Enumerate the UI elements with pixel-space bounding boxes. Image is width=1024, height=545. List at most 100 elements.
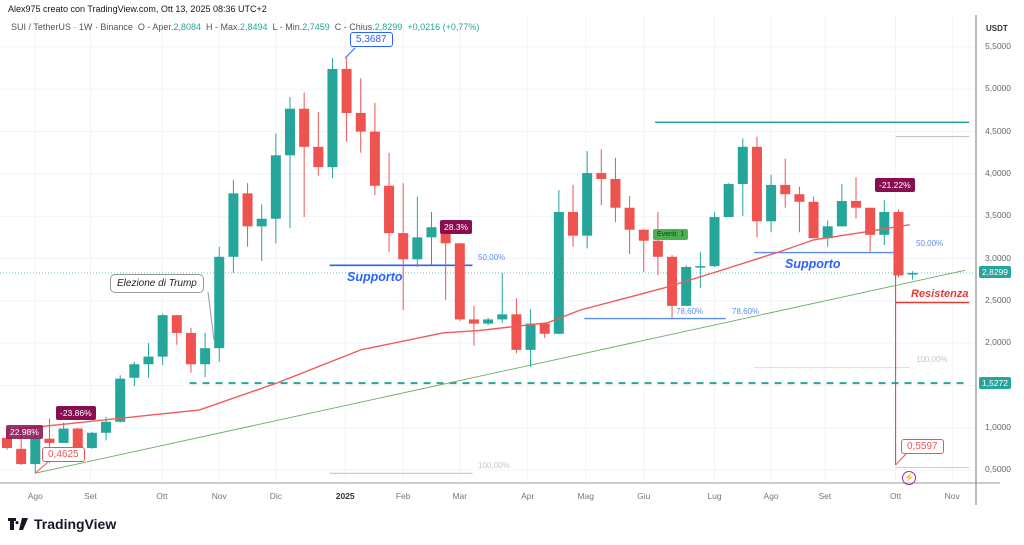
trend-line <box>35 269 966 474</box>
candle-up <box>836 200 847 227</box>
candle-up <box>285 108 295 156</box>
candle-down <box>369 131 380 186</box>
time-tick: 2025 <box>335 491 355 501</box>
close-label: C - Chius. <box>334 22 375 32</box>
low-callout[interactable]: 0,4625 <box>42 447 85 462</box>
time-tick: Ago <box>763 491 779 501</box>
support-label[interactable]: Supporto <box>785 257 841 271</box>
lightning-icon[interactable]: ⚡ <box>902 471 916 485</box>
candle-up <box>101 421 112 433</box>
candle-up <box>157 315 168 357</box>
time-tick: Dic <box>269 491 282 501</box>
support-label[interactable]: Supporto <box>347 270 403 284</box>
chart-credit: Alex975 creato con TradingView.com, Ott … <box>8 4 267 14</box>
price-tick: 5,5000 <box>985 41 1011 51</box>
pct-label-left[interactable]: 22.98% <box>6 425 43 439</box>
candle-up <box>723 184 734 218</box>
price-tick: 1,0000 <box>985 421 1011 432</box>
candle-up <box>270 155 281 219</box>
candle-up <box>766 184 777 222</box>
candle-down <box>610 178 621 208</box>
candle-down <box>751 146 762 222</box>
callout-pointer <box>344 47 356 59</box>
time-tick: Nov <box>211 491 227 501</box>
candle-down <box>299 108 310 147</box>
candle-up <box>58 428 69 443</box>
current-price-tag: 2,8299 <box>979 266 1011 278</box>
drop-callout[interactable]: 0,5597 <box>901 439 944 454</box>
candle-down <box>171 315 182 333</box>
candle-down <box>341 68 352 113</box>
time-tick: Nov <box>944 491 960 501</box>
pct-label-right[interactable]: -21.22% <box>875 178 915 192</box>
price-tick: 4,5000 <box>985 125 1011 136</box>
price-tick: 0,5000 <box>985 464 1011 474</box>
time-tick: Mag <box>577 491 595 501</box>
price-tick: 3,5000 <box>985 210 1011 221</box>
candle-up <box>553 211 564 334</box>
candle-down <box>511 314 522 350</box>
candle-up <box>256 218 267 227</box>
time-tick: Feb <box>395 491 411 501</box>
candle-down <box>440 227 451 244</box>
candle-up <box>86 432 97 449</box>
note-pointer <box>207 291 215 341</box>
candle-down <box>652 240 663 257</box>
tradingview-logo-icon <box>8 518 28 530</box>
candle-up <box>681 266 692 306</box>
candle-up <box>582 173 593 236</box>
low-value: 2,7459 <box>302 22 330 32</box>
change-value: +0,0216 (+0,77%) <box>407 22 480 32</box>
candle-up <box>737 146 748 185</box>
high-value: 2,8494 <box>240 22 268 32</box>
candle-up <box>129 364 140 378</box>
candle-up <box>822 226 833 239</box>
candle-up <box>907 272 918 275</box>
moving-average-line <box>6 223 910 431</box>
candle-down <box>16 448 27 465</box>
events-badge[interactable]: Eventi: 1 <box>653 229 689 240</box>
pct-label-mid[interactable]: -23.86% <box>56 406 96 420</box>
candle-up <box>497 314 508 320</box>
price-tick: 2,5000 <box>985 294 1011 305</box>
candle-down <box>624 207 635 230</box>
pct-label-feb[interactable]: 28.3% <box>440 220 473 234</box>
candle-down <box>794 194 805 202</box>
candle-down <box>667 256 678 306</box>
trump-election-note[interactable]: Elezione di Trump <box>110 274 204 293</box>
symbol-name[interactable]: SUI / TetherUS · 1W · Binance <box>11 22 133 32</box>
candle-up <box>200 348 211 365</box>
fib-100-label: 100,00% <box>478 461 510 470</box>
candle-down <box>780 184 791 195</box>
resistance-label[interactable]: Resistenza <box>911 288 969 300</box>
time-tick: Giu <box>637 491 651 501</box>
candle-down <box>355 112 366 132</box>
candle-down <box>568 211 578 236</box>
close-value: 2,8299 <box>374 22 403 32</box>
candle-down <box>893 211 904 276</box>
fib-786-label: 78,60% <box>732 307 760 316</box>
price-tick: 2,0000 <box>985 337 1011 348</box>
candle-up <box>695 266 706 268</box>
tradingview-logo[interactable]: TradingView <box>8 516 116 532</box>
candle-down <box>596 173 607 179</box>
candle-up <box>143 356 154 365</box>
time-tick: Ott <box>156 491 168 501</box>
candle-up <box>30 438 41 465</box>
time-tick: Ott <box>889 491 902 501</box>
candle-down <box>384 185 395 234</box>
candle-up <box>879 211 890 235</box>
open-label: O - Aper. <box>137 22 174 32</box>
candle-down <box>638 229 649 241</box>
candle-up <box>709 217 720 267</box>
candle-up <box>214 256 225 349</box>
high-label: H - Max. <box>205 22 240 32</box>
candle-up <box>327 68 338 168</box>
level-price-tag: 1,5272 <box>979 377 1011 389</box>
candle-down <box>44 438 55 443</box>
fib-50-label: 50,00% <box>478 253 506 262</box>
fib-50-label: 50,00% <box>916 239 944 248</box>
high-callout[interactable]: 5,3687 <box>350 32 393 47</box>
candle-down <box>468 319 479 324</box>
